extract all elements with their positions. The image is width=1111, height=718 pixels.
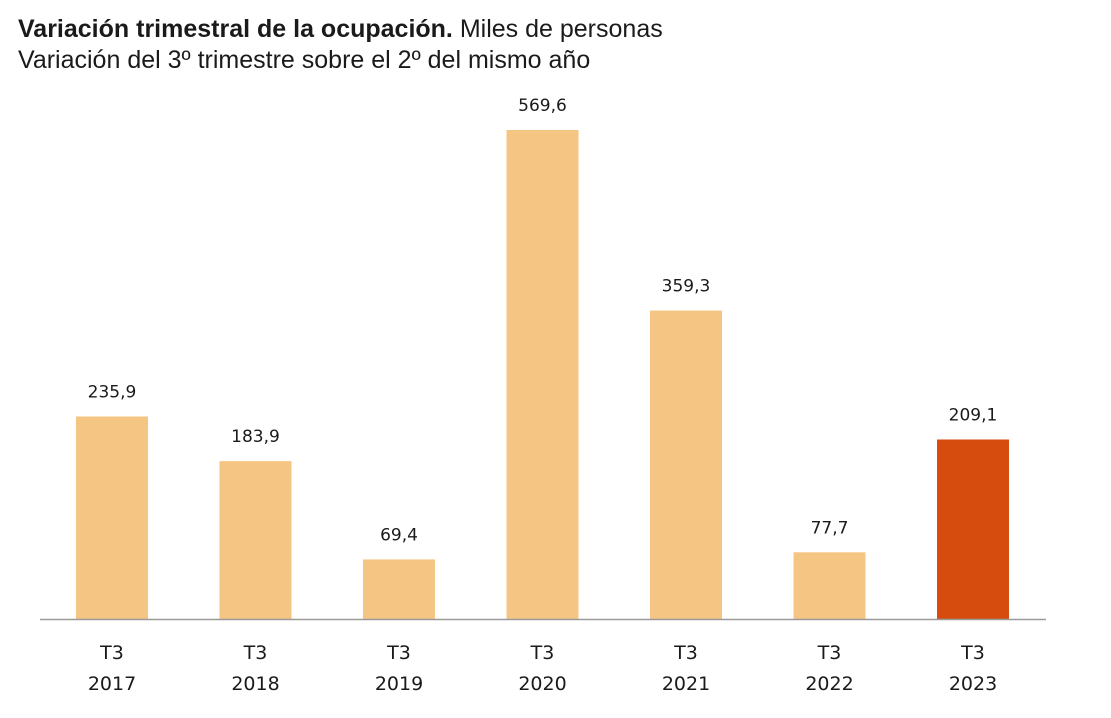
x-tick-year: 2023 xyxy=(949,673,997,695)
chart-title-bold: Variación trimestral de la ocupación. xyxy=(18,15,453,43)
x-tick-year: 2017 xyxy=(88,673,136,695)
bar-2021 xyxy=(650,310,722,619)
chart-subtitle: Variación del 3º trimestre sobre el 2º d… xyxy=(18,46,591,74)
x-tick-year: 2019 xyxy=(375,673,423,695)
bar-2017 xyxy=(76,416,148,619)
x-tick-quarter: T3 xyxy=(530,642,555,664)
x-tick-quarter: T3 xyxy=(817,642,842,664)
x-tick-year: 2020 xyxy=(518,673,566,695)
data-label-2021: 359,3 xyxy=(662,277,711,297)
x-tick-quarter: T3 xyxy=(386,642,411,664)
data-label-2020: 569,6 xyxy=(518,96,567,116)
x-tick-year: 2021 xyxy=(662,673,710,695)
bar-2018 xyxy=(219,461,292,619)
x-tick-quarter: T3 xyxy=(243,642,268,664)
x-tick-year: 2018 xyxy=(231,673,279,695)
data-label-2023: 209,1 xyxy=(949,405,998,425)
data-label-2022: 77,7 xyxy=(811,518,849,538)
bar-2020 xyxy=(506,130,579,619)
x-tick-year: 2022 xyxy=(805,673,853,695)
x-tick-quarter: T3 xyxy=(673,642,698,664)
bar-2019 xyxy=(363,559,435,619)
bar-2022 xyxy=(793,552,866,619)
x-tick-quarter: T3 xyxy=(99,642,124,664)
data-label-2019: 69,4 xyxy=(380,525,418,545)
chart-title-block: Variación trimestral de la ocupación. Mi… xyxy=(18,14,663,76)
chart-title: Variación trimestral de la ocupación. Mi… xyxy=(18,14,663,45)
data-label-2017: 235,9 xyxy=(88,382,137,402)
chart-title-unit: Miles de personas xyxy=(452,15,663,43)
bar-2023 xyxy=(937,439,1009,619)
data-label-2018: 183,9 xyxy=(231,427,280,447)
x-tick-quarter: T3 xyxy=(960,642,985,664)
